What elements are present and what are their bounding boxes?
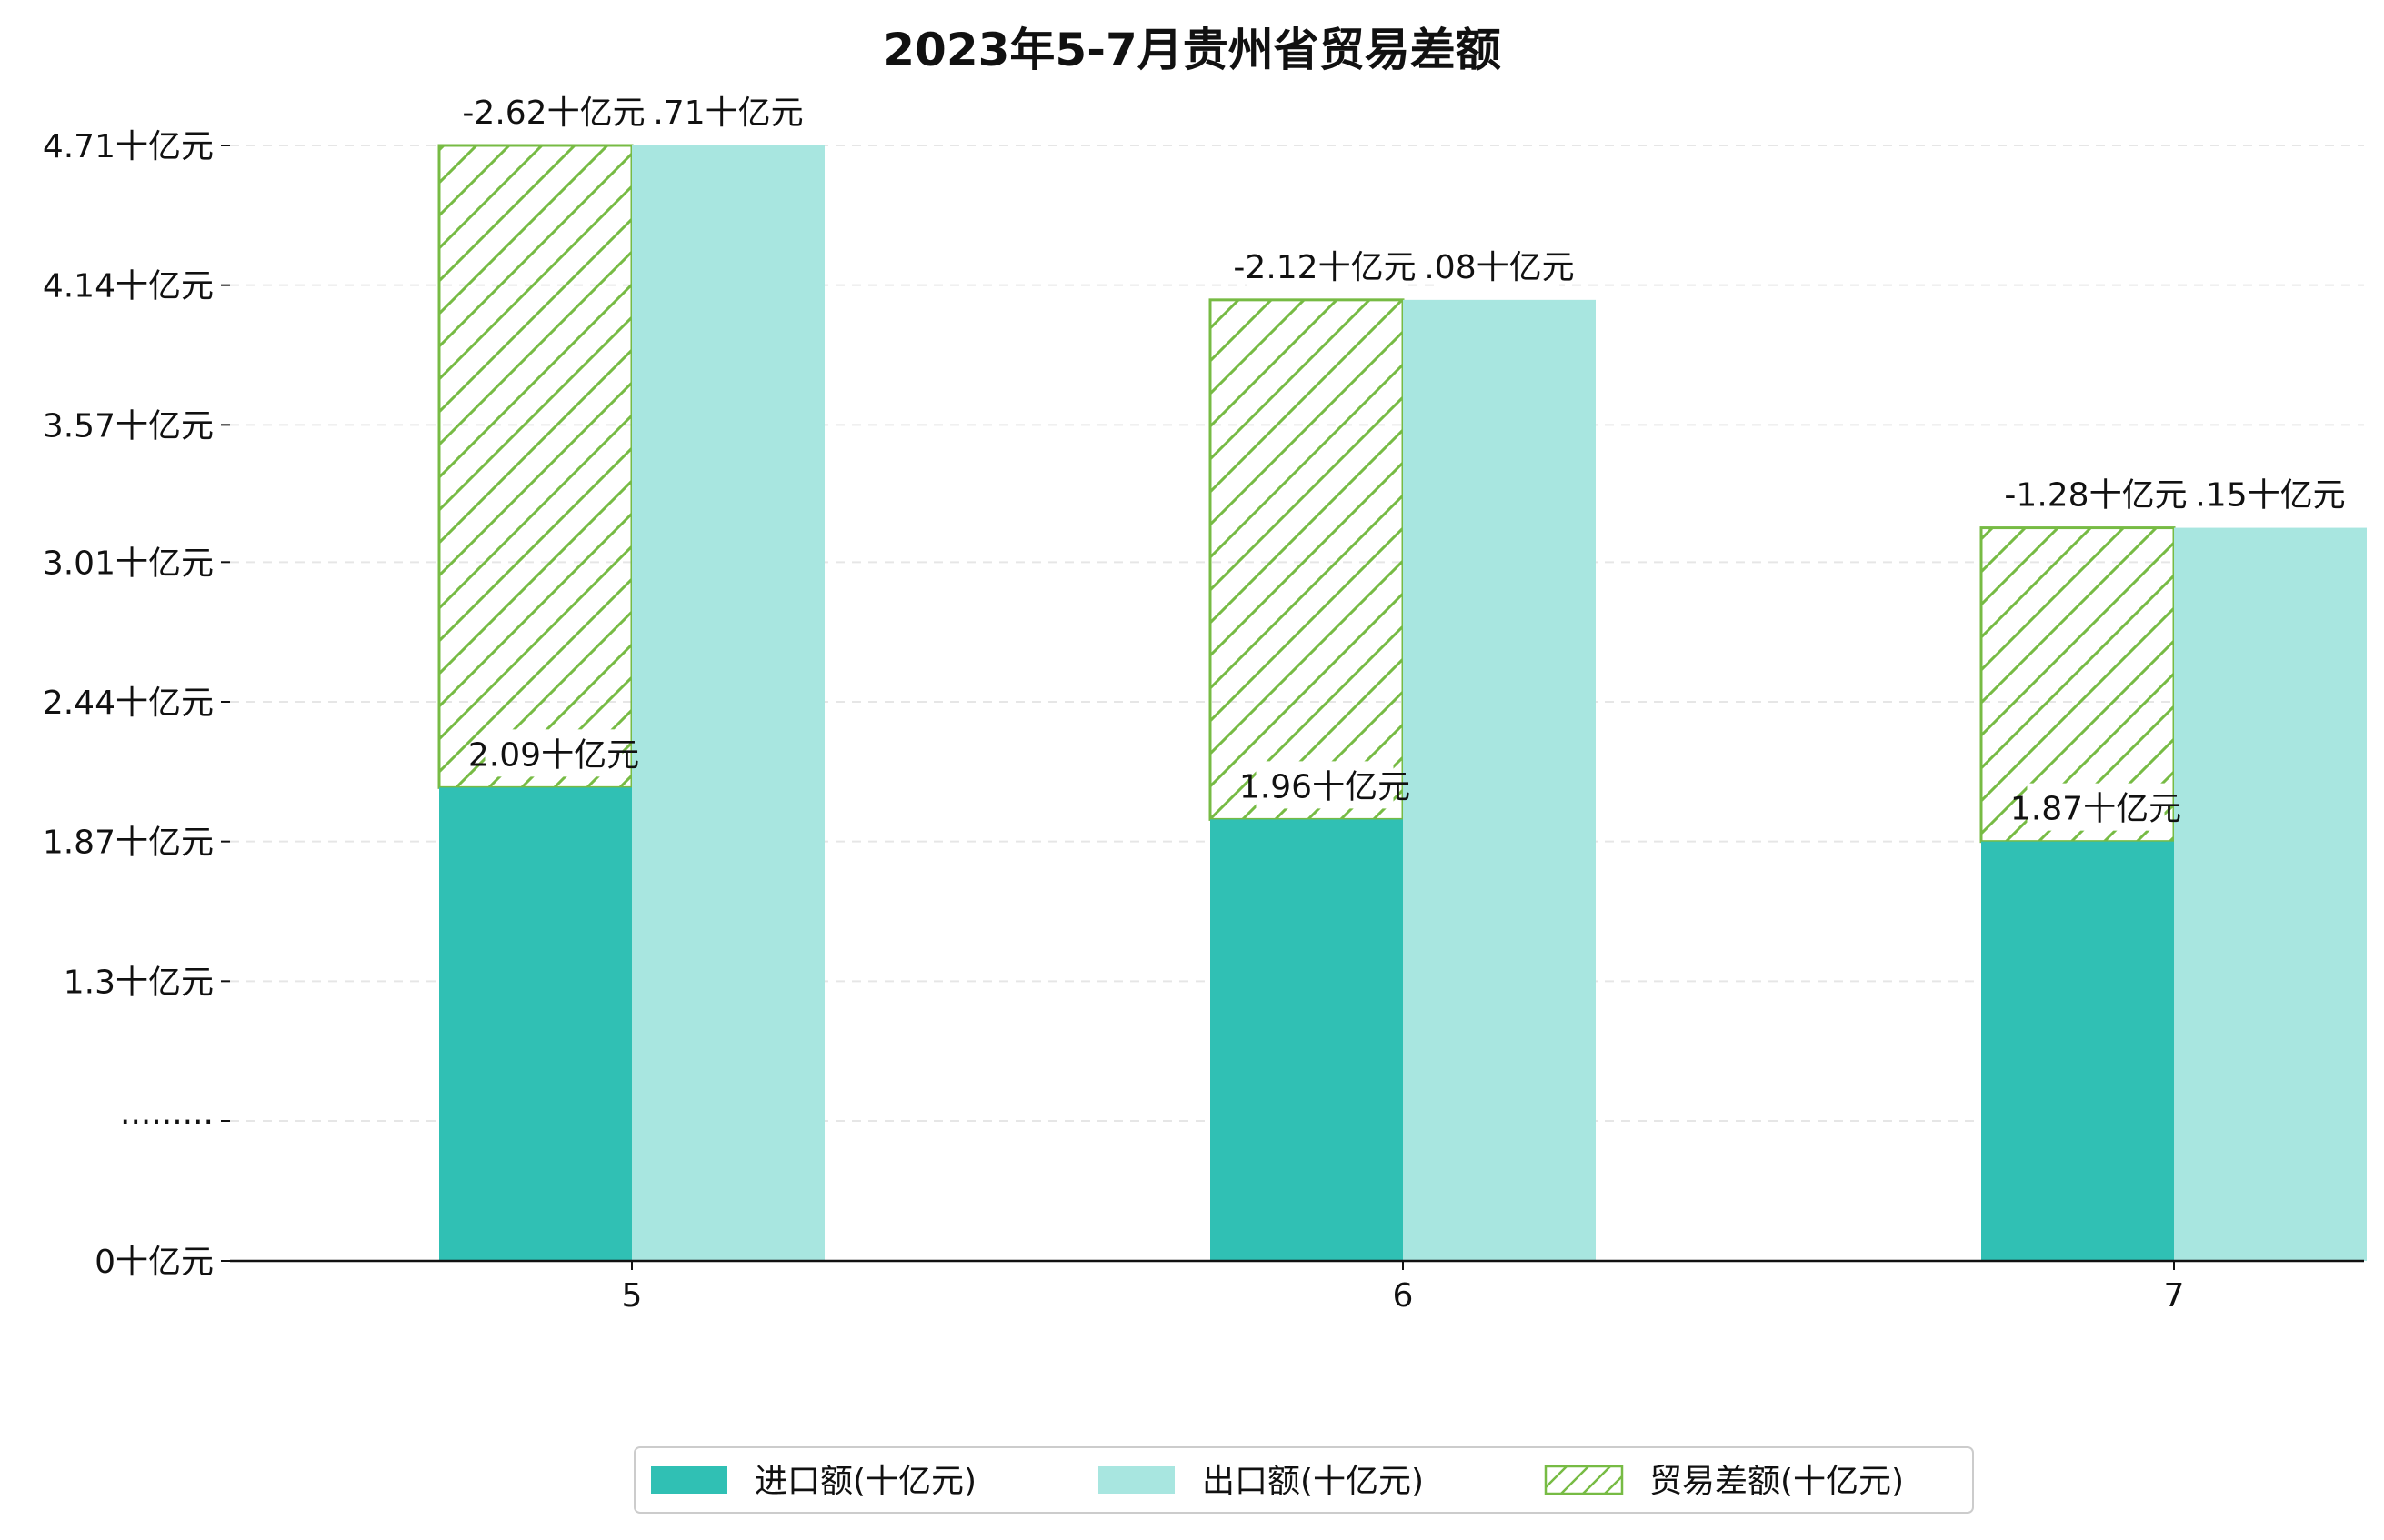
legend-export-label: 出口额(十亿元) [1202,1463,1424,1500]
y-tick-label: ········· [120,1104,214,1141]
import-label-bg [485,729,623,777]
data-labels: 2.09十亿元 -2.62十亿元 .71十亿元 1.96十亿元 -2.12十亿元 .08十… [462,87,2346,831]
export-label-bg [1439,241,1559,289]
legend-export-swatch [1098,1466,1175,1494]
export-label-bg [668,87,788,135]
export-bar [1403,299,1596,1262]
y-tick-label: 1.87十亿元 [43,825,214,862]
y-tick-label: 4.14十亿元 [43,268,214,305]
chart-title: 2023年5-7月贵州省贸易差额 [883,24,1501,76]
import-label-bg [1256,761,1394,809]
bars [437,144,2367,1262]
balance-label: -1.28十亿元 [2004,477,2187,515]
legend-box [634,1446,1974,1514]
export-label: .08十亿元 [1424,249,1574,286]
x-tick-label: 5 [622,1277,643,1315]
legend-import-label: 进口额(十亿元) [755,1463,977,1500]
balance-label-bg [2018,469,2173,517]
export-bar [2174,527,2367,1261]
y-tick-label: 3.01十亿元 [43,545,214,582]
import-bar [439,787,632,1261]
y-tick-label: 2.44十亿元 [43,685,214,722]
balance-label: -2.62十亿元 [462,95,645,132]
export-label: .15十亿元 [2195,477,2345,515]
legend-balance-label: 贸易差额(十亿元) [1649,1463,1904,1500]
legend: 进口额(十亿元) 出口额(十亿元) 贸易差额(十亿元) [634,1446,1974,1514]
y-tick-label: 1.3十亿元 [64,964,214,1001]
import-label: 1.87十亿元 [2010,791,2181,828]
balance-bar [437,144,634,789]
balance-bar [1208,298,1405,821]
import-bar [1210,819,1403,1261]
export-label: .71十亿元 [653,95,803,132]
y-tick-label: 4.71十亿元 [43,128,214,165]
balance-label-bg [1247,241,1402,289]
export-label-bg [2210,469,2330,517]
export-bar [632,145,825,1261]
axes: 0十亿元 ········· 1.3十亿元 1.87十亿元 2.44十亿元 3.01十亿元… [43,128,2364,1315]
x-tick-label: 7 [2164,1277,2185,1315]
balance-label-bg [476,87,631,135]
y-tick-label: 0十亿元 [95,1244,214,1281]
balance-label: -2.12十亿元 [1233,249,1416,286]
legend-import-swatch [651,1466,727,1494]
import-label: 1.96十亿元 [1239,768,1410,805]
legend-balance-swatch [1544,1465,1624,1495]
import-label: 2.09十亿元 [468,736,639,774]
y-tick-label: 3.57十亿元 [43,407,214,445]
import-bar [1981,841,2174,1261]
x-tick-label: 6 [1393,1277,1414,1315]
import-label-bg [2027,783,2165,831]
